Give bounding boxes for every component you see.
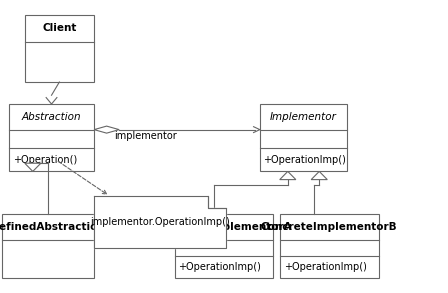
Bar	[25, 15, 94, 82]
Text: RefinedAbstraction: RefinedAbstraction	[0, 222, 105, 232]
Bar	[9, 104, 94, 171]
Text: +OperationImp(): +OperationImp()	[178, 262, 261, 272]
Polygon shape	[311, 171, 327, 180]
Text: Abstraction: Abstraction	[22, 112, 82, 122]
Bar	[260, 104, 347, 171]
Polygon shape	[94, 126, 119, 133]
Bar	[175, 214, 273, 278]
Text: +Operation(): +Operation()	[13, 155, 77, 165]
Text: implementor.OperationImp(): implementor.OperationImp()	[90, 217, 230, 227]
Polygon shape	[25, 163, 41, 171]
Polygon shape	[280, 171, 296, 180]
Text: +OperationImp(): +OperationImp()	[263, 155, 346, 165]
Text: implementor: implementor	[114, 131, 177, 141]
Text: Implementor: Implementor	[270, 112, 337, 122]
Text: ConcreteImplementorB: ConcreteImplementorB	[261, 222, 397, 232]
Polygon shape	[94, 196, 226, 248]
Text: ConcreteImplementorA: ConcreteImplementorA	[156, 222, 292, 232]
Text: Client: Client	[42, 23, 77, 33]
Text: +OperationImp(): +OperationImp()	[284, 262, 366, 272]
Bar	[2, 214, 94, 278]
Bar	[280, 214, 379, 278]
